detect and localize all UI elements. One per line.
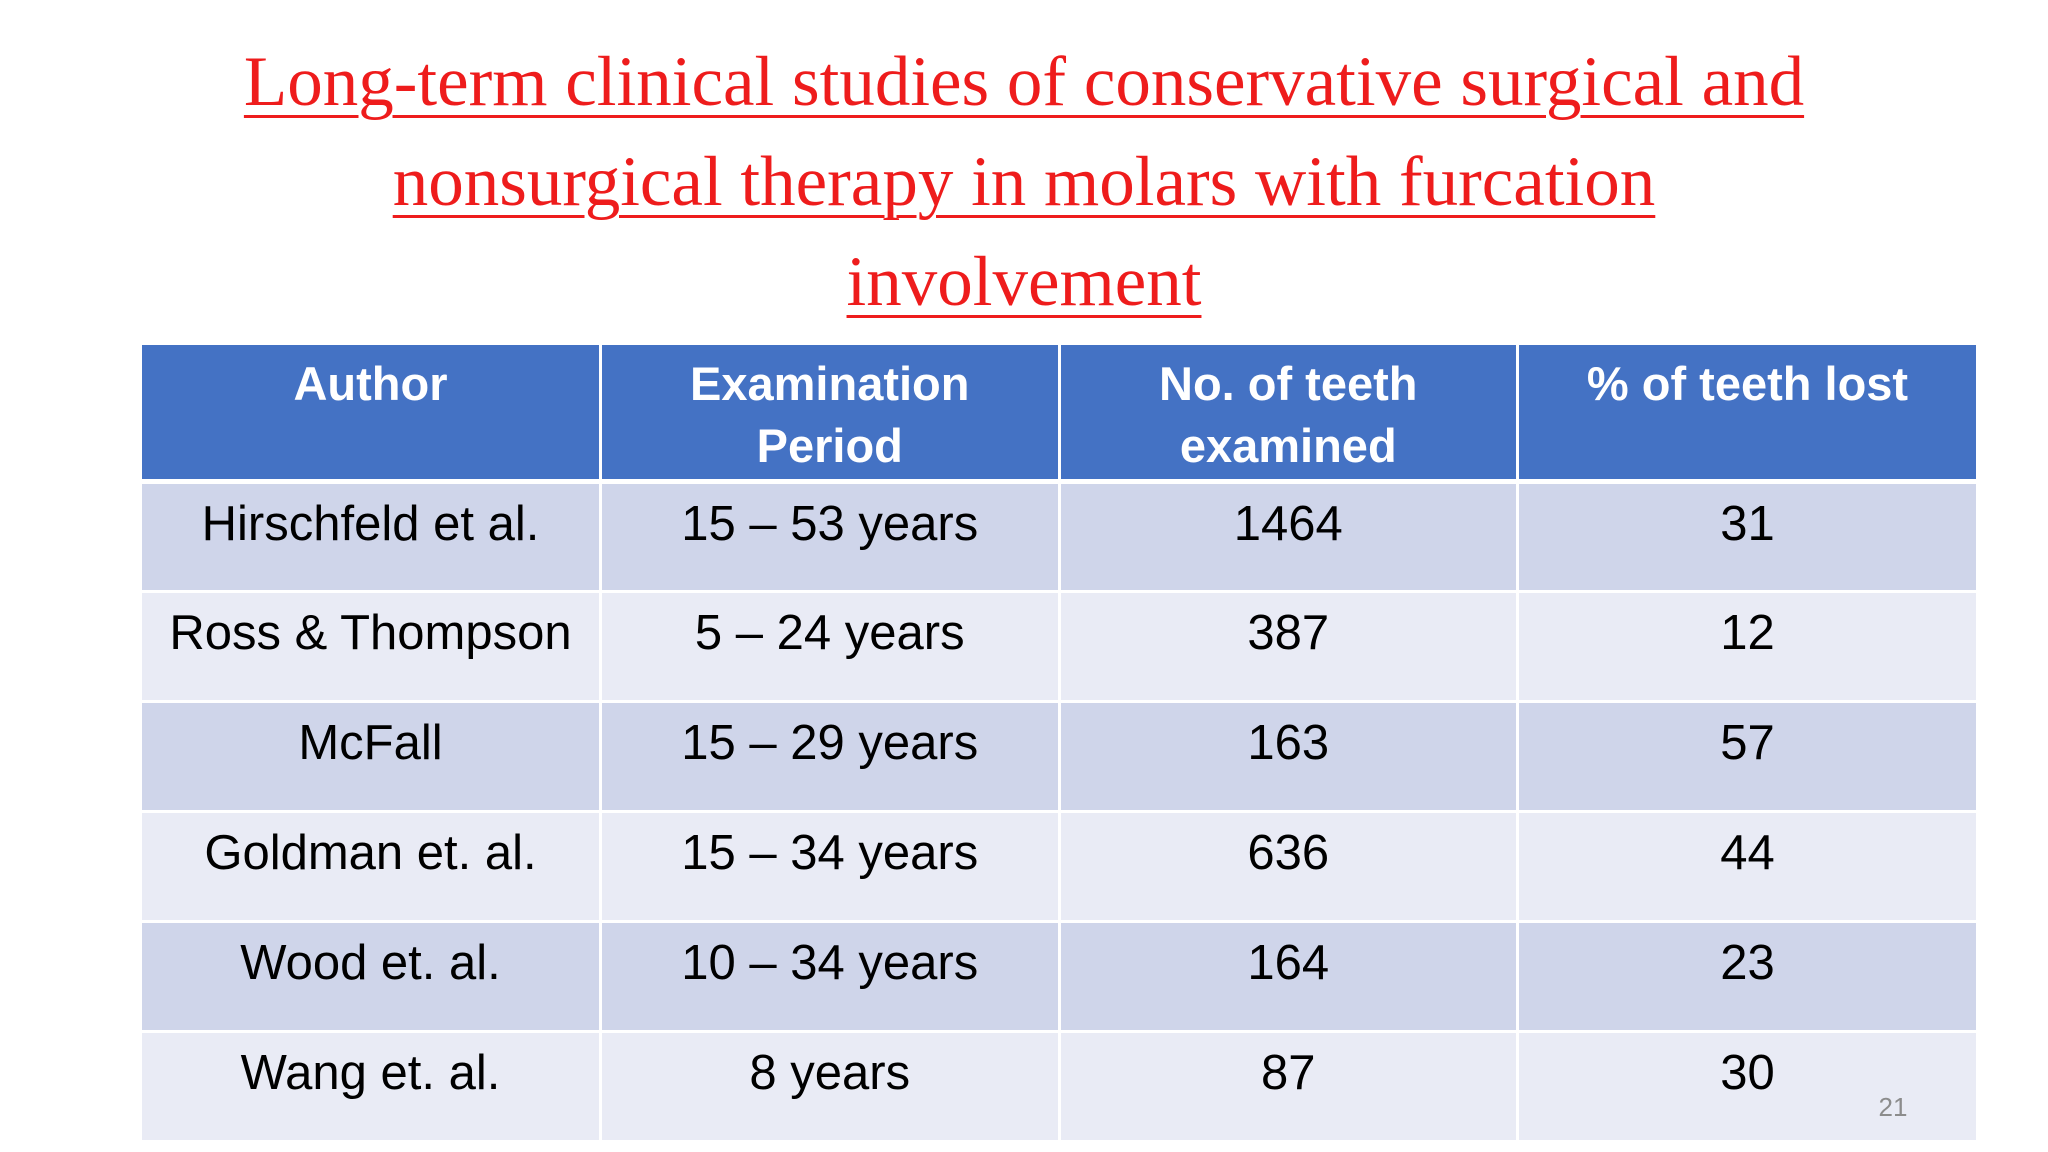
title-line-1: Long-term clinical studies of conservati… [243, 43, 1805, 121]
title-line-3: involvement [846, 243, 1202, 321]
cell-teeth: 387 [1059, 591, 1519, 703]
header-teeth-lost: % of teeth lost [1517, 345, 1976, 484]
header-teeth-line-1: No. of teeth [1159, 357, 1418, 410]
cell-lost: 12 [1517, 591, 1976, 703]
cell-period: 10 – 34 years [600, 921, 1061, 1033]
cell-teeth: 163 [1059, 701, 1519, 813]
cell-period: 15 – 53 years [600, 481, 1061, 593]
cell-teeth: 164 [1059, 921, 1519, 1033]
cell-period: 5 – 24 years [600, 591, 1061, 703]
header-period-line-1: Examination [690, 357, 970, 410]
cell-author: Hirschfeld et al. [142, 481, 602, 593]
cell-lost: 23 [1517, 921, 1976, 1033]
table-row: Wood et. al. 10 – 34 years 164 23 [142, 921, 1976, 1033]
studies-table: Author Examination Period No. of teeth e… [142, 345, 1976, 1143]
table-row: Goldman et. al. 15 – 34 years 636 44 [142, 811, 1976, 923]
cell-author: Goldman et. al. [142, 811, 602, 923]
table-header-row: Author Examination Period No. of teeth e… [142, 345, 1976, 484]
cell-period: 15 – 29 years [600, 701, 1061, 813]
header-author-label: Author [293, 357, 448, 410]
slide-number: 21 [1878, 1092, 1908, 1122]
table-row: Hirschfeld et al. 15 – 53 years 1464 31 [142, 481, 1976, 593]
cell-teeth: 1464 [1059, 481, 1519, 593]
slide-title: Long-term clinical studies of conservati… [100, 32, 1948, 332]
cell-lost: 31 [1517, 481, 1976, 593]
cell-period: 8 years [600, 1031, 1061, 1143]
cell-teeth: 636 [1059, 811, 1519, 923]
cell-author: Wood et. al. [142, 921, 602, 1033]
header-lost-label: % of teeth lost [1586, 357, 1909, 410]
cell-lost: 57 [1517, 701, 1976, 813]
header-teeth-examined: No. of teeth examined [1059, 345, 1519, 484]
cell-period: 15 – 34 years [600, 811, 1061, 923]
cell-author: Wang et. al. [142, 1031, 602, 1143]
header-teeth-line-2: examined [1179, 419, 1397, 472]
cell-lost: 30 [1517, 1031, 1976, 1143]
header-author: Author [142, 345, 602, 484]
header-examination-period: Examination Period [600, 345, 1061, 484]
header-period-line-2: Period [756, 419, 903, 472]
cell-lost: 44 [1517, 811, 1976, 923]
cell-author: McFall [142, 701, 602, 813]
table-row: McFall 15 – 29 years 163 57 [142, 701, 1976, 813]
cell-teeth: 87 [1059, 1031, 1519, 1143]
title-line-2: nonsurgical therapy in molars with furca… [392, 143, 1656, 221]
table-row: Wang et. al. 8 years 87 30 [142, 1031, 1976, 1143]
table-row: Ross & Thompson 5 – 24 years 387 12 [142, 591, 1976, 703]
cell-author: Ross & Thompson [142, 591, 602, 703]
